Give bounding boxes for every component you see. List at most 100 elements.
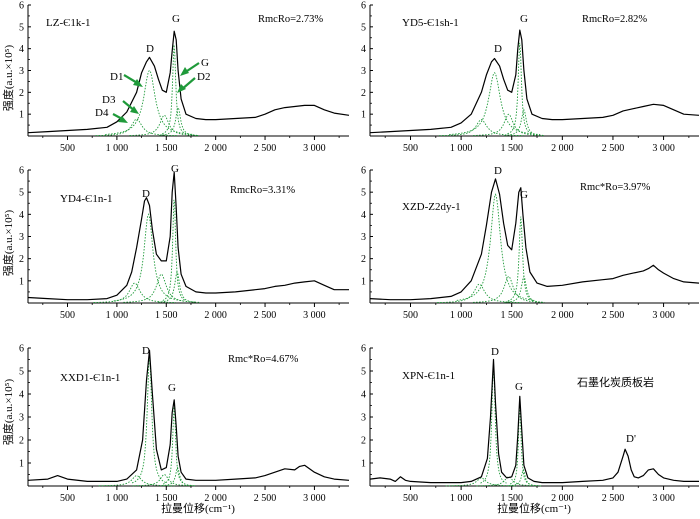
y-tick-label: 1 [361, 276, 366, 287]
fit-band-d3 [132, 474, 196, 487]
x-tick-label: 3 000 [652, 310, 675, 321]
fit-band-d4 [437, 283, 522, 304]
fit-band-d1 [480, 364, 507, 484]
y-tick-label: 6 [19, 344, 24, 355]
y-tick-label: 4 [361, 44, 366, 55]
peak-label-g: G [171, 163, 179, 175]
x-tick-label: 2 500 [254, 493, 277, 504]
y-tick-label: 6 [19, 166, 24, 177]
x-tick-label: 2 000 [204, 493, 227, 504]
peak-label-d: D [142, 188, 150, 200]
y-tick-label: 2 [361, 254, 366, 265]
peak-label-d: D [494, 43, 502, 55]
y-tick-label: 4 [19, 210, 24, 221]
peak-label-d3: D3 [102, 94, 116, 106]
sample-label: YD5-Є1sh-1 [402, 17, 459, 29]
panel-xzd: 1 2 3 4 5 6 500 1 000 1 500 2 000 2 500 3 000 XZD-Z… [361, 165, 700, 321]
y-tick-label: 3 [361, 413, 366, 424]
peak-label-d-prime: D' [626, 433, 636, 445]
fit-band-d2 [158, 270, 197, 303]
x-tick-label: 2 000 [204, 310, 227, 321]
fit-band-g [509, 403, 530, 485]
sample-label: LZ-Є1k-1 [46, 17, 91, 29]
peak-label-g2: G [201, 57, 209, 69]
fit-band-d4 [95, 118, 178, 137]
y-tick-label: 5 [361, 367, 366, 378]
x-tick-label: 500 [60, 310, 75, 321]
x-tick-label: 2 500 [602, 493, 625, 504]
arrow-g [180, 62, 200, 76]
fit-band-d4 [439, 119, 524, 137]
fit-band-d4 [445, 477, 517, 487]
spectrum-line [369, 358, 699, 484]
x-tick-label: 1 000 [106, 310, 129, 321]
ro-label: RmcRo=3.31% [230, 185, 295, 196]
x-tick-label: 500 [60, 143, 75, 154]
y-tick-label: 1 [361, 110, 366, 121]
ro-label: Rmc*Ro=4.67% [228, 354, 299, 365]
x-tick-label: 2 000 [551, 310, 574, 321]
panel-xpn: 1 2 3 4 5 6 500 1 000 1 500 2 000 2 500 3 000 XPN-Є… [361, 344, 699, 504]
y-tick-label: 2 [19, 254, 24, 265]
fit-band-g [162, 199, 186, 301]
x-tick-label: 2 000 [551, 493, 574, 504]
y-tick-label: 6 [19, 1, 24, 12]
fit-band-d3 [473, 113, 545, 136]
y-tick-label: 3 [19, 232, 24, 243]
x-tick-label: 500 [60, 493, 75, 504]
y-axis-title-bottom: 强度(a.u.×10⁵) [1, 379, 15, 446]
y-tick-label: 1 [19, 459, 24, 470]
x-tick-label: 500 [403, 310, 418, 321]
ro-label: Rmc*Ro=3.97% [580, 182, 651, 193]
x-tick-label: 2 000 [551, 143, 574, 154]
fit-band-d2 [508, 468, 538, 487]
x-tick-label: 3 000 [303, 493, 326, 504]
plot-area-yd5: 1 2 3 4 5 6 500 1 000 1 500 2 000 2 500 3 000 [361, 1, 700, 154]
panel-xxd1: 1 2 3 4 5 6 500 1 000 1 500 2 000 2 500 3 000 XXD1-… [19, 344, 350, 504]
x-tick-label: 3 000 [303, 310, 326, 321]
y-tick-label: 4 [19, 44, 24, 55]
fit-band-d2 [159, 106, 198, 136]
plot-area-xzd: 1 2 3 4 5 6 500 1 000 1 500 2 000 2 500 3 000 [361, 166, 700, 321]
x-tick-label: 1 000 [106, 493, 129, 504]
peak-label-d: D [146, 43, 154, 55]
x-tick-label: 3 000 [303, 143, 326, 154]
peak-label-d: D [491, 346, 499, 358]
y-tick-label: 1 [19, 276, 24, 287]
x-tick-label: 2 000 [204, 143, 227, 154]
x-tick-label: 1 500 [500, 143, 523, 154]
peak-label-d: D [142, 345, 150, 357]
peak-label-d: D [494, 165, 502, 177]
sample-label: XZD-Z2dy-1 [402, 201, 461, 213]
y-tick-label: 1 [19, 110, 24, 121]
spectrum-line [369, 178, 700, 301]
peak-label-g: G [520, 13, 528, 25]
y-tick-label: 5 [19, 188, 24, 199]
spectrum-line [27, 349, 350, 482]
ro-label: RmcRo=2.73% [258, 14, 323, 25]
panel-yd4: 1 2 3 4 5 6 500 1 000 1 500 2 000 2 500 3 000 YD4-Є… [19, 163, 349, 321]
y-tick-label: 2 [361, 88, 366, 99]
x-tick-label: 1 500 [155, 143, 178, 154]
x-axis-title-left: 拉曼位移(cm⁻¹) [161, 501, 235, 515]
arrow-d3 [122, 100, 139, 114]
ro-label: RmcRo=2.82% [582, 14, 647, 25]
fit-band-d3 [129, 114, 200, 136]
plot-area-xpn: 1 2 3 4 5 6 500 1 000 1 500 2 000 2 500 3 000 [361, 344, 699, 504]
plot-area-lz: 1 2 3 4 5 6 500 1 000 1 500 2 000 2 500 3 000 [19, 1, 350, 154]
x-tick-label: 1 500 [155, 310, 178, 321]
fit-band-d2 [504, 275, 544, 303]
x-tick-label: 500 [403, 493, 418, 504]
y-tick-label: 1 [361, 459, 366, 470]
y-tick-label: 3 [19, 66, 24, 77]
y-tick-label: 2 [19, 436, 24, 447]
x-tick-label: 2 500 [602, 143, 625, 154]
spectrum-line [27, 30, 350, 134]
fit-band-d3 [123, 273, 200, 303]
y-tick-label: 5 [361, 22, 366, 33]
y-tick-label: 4 [361, 390, 366, 401]
sample-label: XXD1-Є1n-1 [60, 372, 120, 384]
y-tick-label: 3 [19, 413, 24, 424]
y-tick-label: 3 [361, 66, 366, 77]
fit-band-d2 [504, 108, 544, 136]
